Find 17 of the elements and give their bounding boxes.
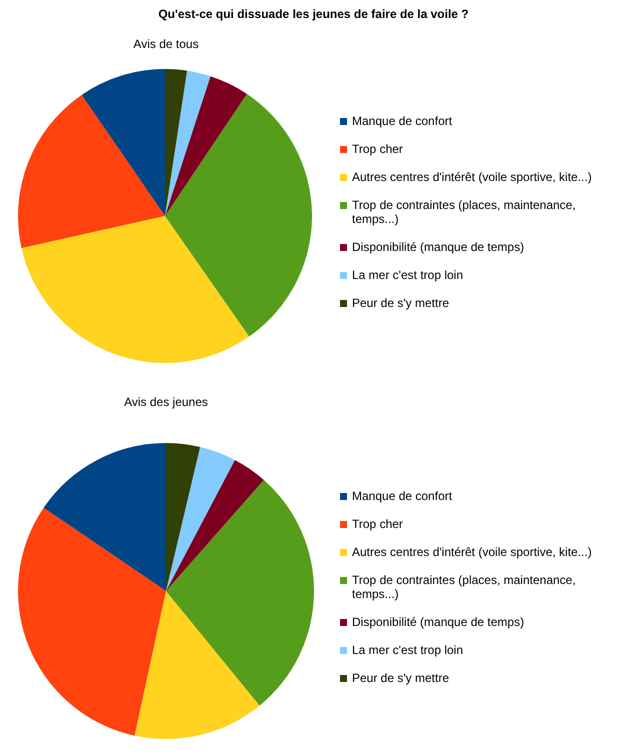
legend-label: Disponibilité (manque de temps) — [352, 615, 524, 629]
legend-label: Autres centres d'intérêt (voile sportive, kite...) — [352, 545, 592, 559]
legend-label: Peur de s'y mettre — [352, 296, 449, 310]
legend-label: Trop de contraintes (places, maintenance, temps...) — [352, 198, 576, 226]
chart-title: Avis des jeunes — [123, 395, 209, 409]
legend-label: Autres centres d'intérêt (voile sportive, kite...) — [352, 170, 592, 184]
legend-label: Disponibilité (manque de temps) — [352, 240, 524, 254]
legend-label: Trop de contraintes (places, maintenance, temps...) — [352, 573, 576, 601]
legend-label: Peur de s'y mettre — [352, 671, 449, 685]
chart-subtitle: Avis de tous — [132, 37, 200, 51]
legend-label: La mer c'est trop loin — [352, 643, 464, 657]
legend-label: Trop cher — [352, 142, 403, 156]
legend-label: La mer c'est trop loin — [352, 268, 464, 282]
legend-label: Manque de confort — [352, 114, 452, 128]
legend-label: Manque de confort — [352, 489, 452, 503]
chart-title: Qu'est-ce qui dissuade les jeunes de faire de la voile ? — [157, 7, 470, 21]
legend-label: Trop cher — [352, 517, 403, 531]
